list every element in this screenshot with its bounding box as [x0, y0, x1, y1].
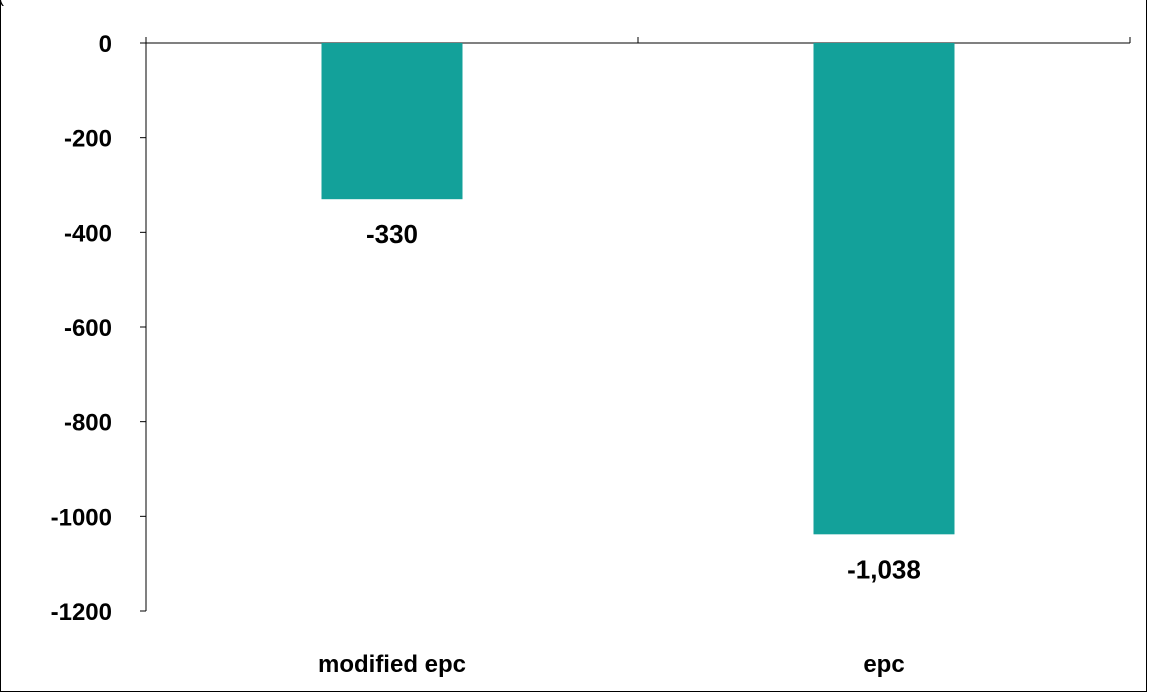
y-tick-label: -1200 [51, 599, 112, 626]
y-tick-label: -800 [64, 410, 112, 437]
data-label: -330 [366, 219, 418, 249]
bar [321, 43, 463, 200]
y-tick-label: -400 [64, 220, 112, 247]
axes: 0 -200 -400 -600 -800 -1000 -1200 [51, 31, 1131, 626]
top-note: ( [0, 0, 4, 7]
category-label: epc [863, 651, 904, 678]
y-tick-label: 0 [99, 31, 112, 58]
bars [321, 43, 955, 535]
y-tick-label: -600 [64, 315, 112, 342]
category-label: modified epc [318, 651, 466, 678]
data-label: -1,038 [847, 554, 921, 584]
y-tick-label: -1000 [51, 504, 112, 531]
labels: -330 modified epc -1,038 epc [318, 219, 921, 678]
bar [813, 43, 955, 535]
y-tick-label: -200 [64, 126, 112, 153]
